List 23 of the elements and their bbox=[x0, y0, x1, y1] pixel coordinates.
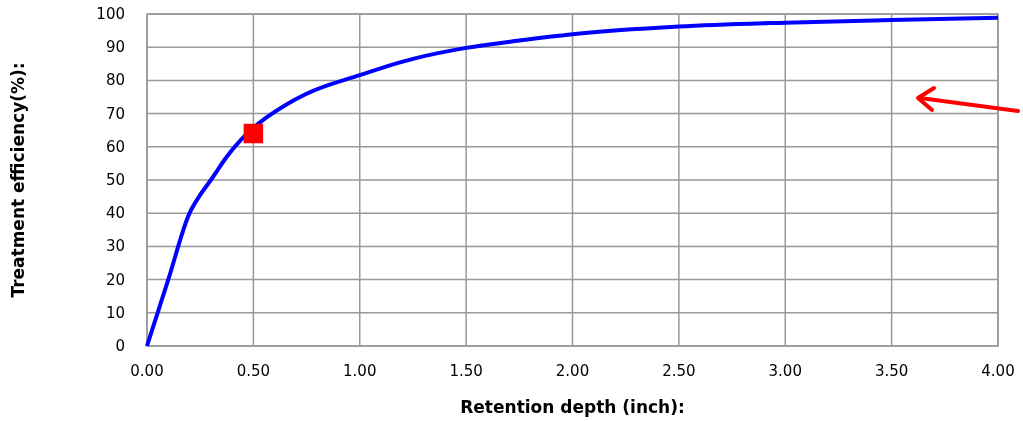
y-tick-label: 20 bbox=[105, 270, 125, 289]
y-tick-label: 30 bbox=[105, 237, 125, 256]
y-tick-label: 50 bbox=[105, 171, 125, 189]
x-tick-label: 2.50 bbox=[662, 362, 696, 380]
y-tick-label: 10 bbox=[105, 303, 125, 322]
x-tick-label: 0.50 bbox=[236, 362, 271, 380]
x-tick-label: 2.00 bbox=[555, 362, 590, 380]
y-tick-label: 0 bbox=[115, 337, 125, 355]
y-tick-label: 70 bbox=[105, 104, 125, 123]
x-axis-title: Retention depth (inch): bbox=[460, 397, 685, 417]
x-tick-label: 1.50 bbox=[449, 362, 483, 380]
y-tick-label: 80 bbox=[105, 71, 125, 90]
y-tick-label: 100 bbox=[96, 5, 125, 23]
y-tick-label: 90 bbox=[105, 38, 125, 57]
y-tick-label: 40 bbox=[105, 204, 125, 223]
x-tick-label: 4.00 bbox=[981, 362, 1015, 380]
x-tick-label: 3.50 bbox=[874, 362, 909, 380]
x-tick-label: 1.00 bbox=[343, 362, 377, 380]
y-axis-title: Treatment efficiency(%): bbox=[8, 62, 28, 298]
y-tick-label: 60 bbox=[105, 137, 125, 156]
x-tick-label: 0.00 bbox=[130, 362, 164, 380]
x-tick-label: 3.00 bbox=[768, 362, 802, 380]
line-series bbox=[145, 15, 1000, 348]
